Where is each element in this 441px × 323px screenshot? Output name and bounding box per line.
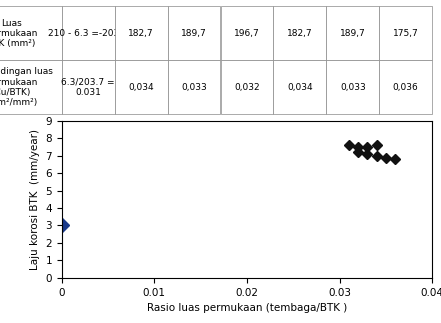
Y-axis label: Laju korosi BTK  (mm/year): Laju korosi BTK (mm/year) [30, 129, 40, 270]
X-axis label: Rasio luas permukaan (tembaga/BTK ): Rasio luas permukaan (tembaga/BTK ) [147, 303, 347, 313]
